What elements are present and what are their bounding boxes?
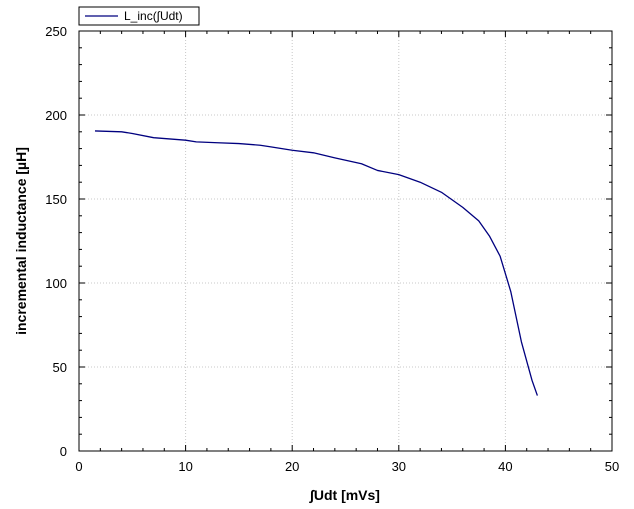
x-tick-label: 20: [285, 459, 299, 474]
plot-frame: [78, 30, 613, 452]
y-axis-title: incremental inductance [µH]: [13, 147, 29, 335]
legend: L_inc(∫Udt): [78, 6, 200, 26]
x-axis-title: ∫Udt [mVs]: [309, 487, 380, 504]
series-layer: [94, 130, 538, 396]
y-ticks: 0 50 100 150 200 250: [45, 24, 612, 459]
legend-box: [78, 6, 200, 26]
y-tick-label: 50: [53, 360, 67, 375]
x-tick-label: 40: [498, 459, 512, 474]
plot-background: [79, 31, 612, 451]
y-tick-label: 0: [60, 444, 67, 459]
y-tick-label: 100: [45, 276, 67, 291]
x-tick-label: 30: [392, 459, 406, 474]
grid: [79, 31, 612, 451]
y-tick-label: 200: [45, 108, 67, 123]
y-tick-label: 250: [45, 24, 67, 39]
y-tick-label: 150: [45, 192, 67, 207]
x-tick-label: 50: [605, 459, 619, 474]
legend-label: L_inc(∫Udt): [124, 9, 183, 23]
x-ticks: 0 10 20 30 40 50: [75, 31, 619, 474]
series-line-0: [94, 130, 538, 396]
x-tick-label: 10: [178, 459, 192, 474]
x-tick-label: 0: [75, 459, 82, 474]
